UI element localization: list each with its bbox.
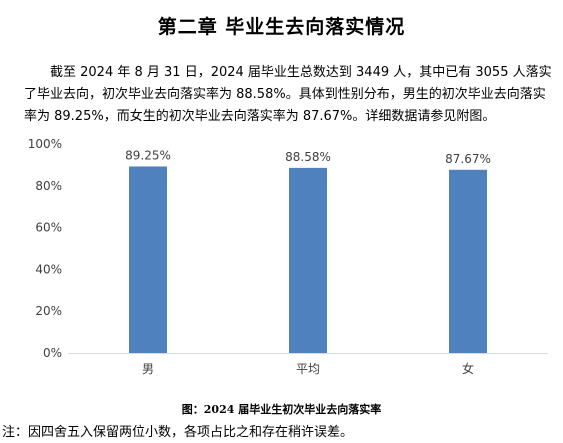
data-label: 89.25% <box>125 148 171 162</box>
y-tick-label: 20% <box>35 304 62 318</box>
y-tick-label: 100% <box>28 137 62 151</box>
placement-rate-bar-chart: 0% 20% 40% 60% 80% 100% 89.25% 男 88.58% 平均 87.67% 女 <box>28 137 548 376</box>
chart-caption: 图：2024 届毕业生初次毕业去向落实率 <box>181 403 382 416</box>
y-tick-label: 40% <box>35 262 62 276</box>
category-label: 男 <box>142 362 154 376</box>
bar <box>129 166 167 353</box>
footnote: 注：因四舍五入保留两位小数，各项占比之和存在稍许误差。 <box>2 425 354 440</box>
data-label: 87.67% <box>445 152 491 166</box>
chapter-title: 第二章 毕业生去向落实情况 <box>157 16 406 38</box>
bar <box>289 167 327 353</box>
y-tick-label: 60% <box>35 221 62 235</box>
category-label: 女 <box>462 361 474 376</box>
y-tick-label: 0% <box>43 346 62 360</box>
category-label: 平均 <box>296 362 320 376</box>
y-tick-label: 80% <box>35 179 62 193</box>
summary-paragraph: 截至 2024 年 8 月 31 日，2024 届毕业生总数达到 3449 人，… <box>24 65 552 124</box>
data-label: 88.58% <box>285 150 331 164</box>
bar <box>449 169 487 353</box>
